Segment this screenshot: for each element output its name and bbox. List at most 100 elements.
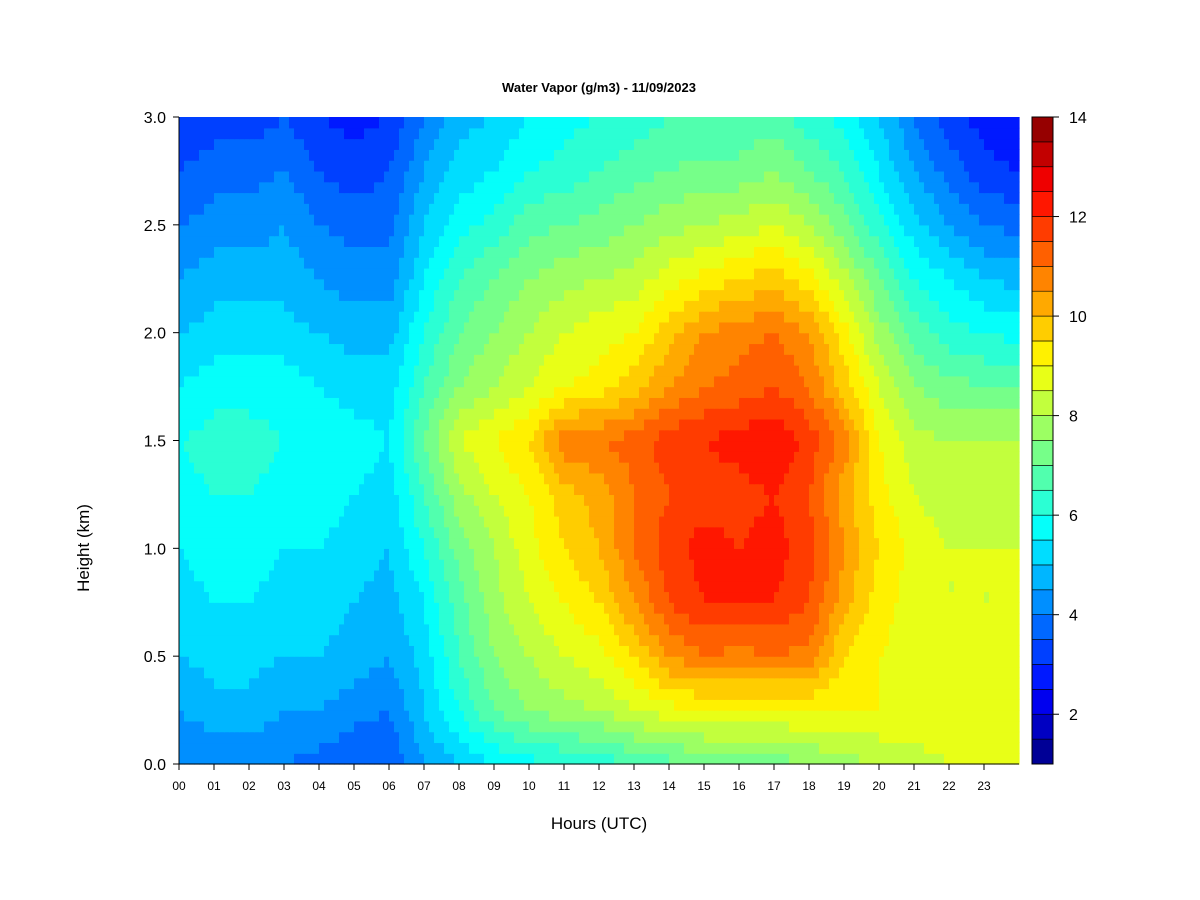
heatmap-cell [409, 742, 415, 754]
heatmap-cell [224, 494, 230, 506]
heatmap-cell [779, 515, 785, 528]
heatmap-cell [379, 440, 385, 452]
heatmap-cell [364, 720, 370, 733]
heatmap-cell [719, 537, 725, 549]
heatmap-cell [719, 699, 725, 711]
heatmap-cell [424, 666, 430, 679]
heatmap-cell [239, 451, 245, 463]
heatmap-cell [724, 634, 730, 646]
heatmap-cell [364, 591, 370, 603]
heatmap-cell [469, 645, 475, 657]
heatmap-cell [739, 753, 745, 765]
heatmap-cell [809, 666, 815, 679]
heatmap-cell [769, 494, 775, 506]
heatmap-cell [884, 720, 890, 733]
heatmap-cell [759, 753, 765, 765]
heatmap-cell [364, 440, 370, 452]
heatmap-cell [639, 656, 645, 668]
heatmap-cell [414, 451, 420, 463]
heatmap-cell [594, 472, 600, 485]
heatmap-cell [464, 548, 470, 560]
heatmap-cell [584, 462, 590, 474]
heatmap-cell [794, 666, 800, 679]
heatmap-cell [324, 462, 330, 474]
heatmap-cell [464, 710, 470, 722]
heatmap-cell [689, 623, 695, 636]
heatmap-cell [709, 580, 715, 593]
heatmap-cell [529, 494, 535, 506]
heatmap-cell [1004, 613, 1010, 625]
heatmap-cell [439, 710, 445, 722]
heatmap-cell [759, 537, 765, 549]
heatmap-cell [264, 440, 270, 452]
heatmap-cell [714, 580, 720, 593]
heatmap-cell [839, 472, 845, 485]
heatmap-cell [364, 634, 370, 646]
heatmap-cell [924, 623, 930, 636]
heatmap-cell [509, 526, 515, 539]
heatmap-cell [774, 548, 780, 560]
heatmap-cell [714, 451, 720, 463]
heatmap-cell [684, 537, 690, 549]
heatmap-cell [289, 613, 295, 625]
heatmap-cell [919, 710, 925, 722]
heatmap-cell [844, 613, 850, 625]
heatmap-cell [279, 451, 285, 463]
heatmap-cell [229, 569, 235, 582]
heatmap-cell [604, 688, 610, 700]
heatmap-cell [269, 645, 275, 657]
heatmap-cell [774, 753, 780, 765]
heatmap-cell [419, 462, 425, 474]
heatmap-cell [699, 451, 705, 463]
heatmap-cell [279, 753, 285, 765]
heatmap-cell [339, 753, 345, 765]
heatmap-cell [554, 505, 560, 517]
heatmap-cell [749, 666, 755, 679]
heatmap-cell [859, 677, 865, 690]
heatmap-cell [299, 666, 305, 679]
heatmap-cell [729, 483, 735, 496]
heatmap-cell [824, 483, 830, 496]
heatmap-cell [504, 483, 510, 496]
heatmap-cell [434, 526, 440, 539]
heatmap-cell [529, 483, 535, 496]
heatmap-cell [774, 742, 780, 754]
heatmap-cell [729, 666, 735, 679]
heatmap-cell [349, 645, 355, 657]
heatmap-cell [984, 731, 990, 744]
heatmap-cell [529, 613, 535, 625]
heatmap-cell [439, 677, 445, 690]
heatmap-cell [939, 591, 945, 603]
heatmap-cell [574, 494, 580, 506]
heatmap-cell [429, 559, 435, 571]
heatmap-cell [484, 440, 490, 452]
heatmap-cell [454, 462, 460, 474]
heatmap-cell [789, 472, 795, 485]
heatmap-cell [329, 559, 335, 571]
heatmap-cell [339, 634, 345, 646]
heatmap-cell [874, 580, 880, 593]
heatmap-cell [414, 688, 420, 700]
heatmap-cell [939, 623, 945, 636]
heatmap-cell [384, 537, 390, 549]
heatmap-cell [599, 462, 605, 474]
heatmap-cell [874, 472, 880, 485]
heatmap-cell [199, 666, 205, 679]
heatmap-cell [509, 688, 515, 700]
heatmap-cell [364, 505, 370, 517]
heatmap-cell [869, 483, 875, 496]
heatmap-cell [834, 515, 840, 528]
heatmap-cell [619, 731, 625, 744]
heatmap-cell [529, 742, 535, 754]
heatmap-cell [639, 559, 645, 571]
heatmap-cell [524, 731, 530, 744]
heatmap-cell [209, 559, 215, 571]
heatmap-cell [604, 753, 610, 765]
heatmap-cell [784, 494, 790, 506]
heatmap-cell [249, 666, 255, 679]
heatmap-cell [364, 580, 370, 593]
heatmap-cell [414, 623, 420, 636]
heatmap-cell [1009, 666, 1015, 679]
heatmap-cell [329, 731, 335, 744]
heatmap-cell [449, 494, 455, 506]
